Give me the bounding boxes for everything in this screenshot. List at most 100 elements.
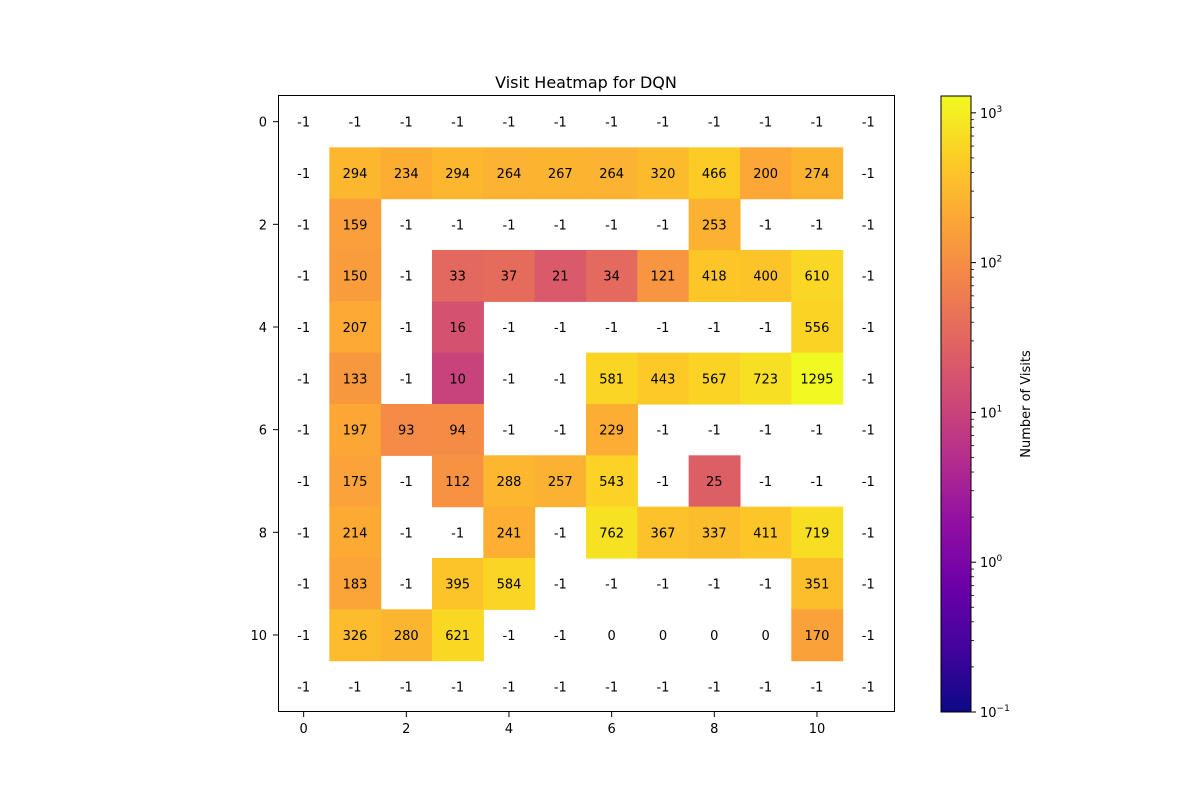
cell-value-label: 170 (805, 629, 830, 644)
cell-value-label: -1 (759, 321, 772, 336)
heatmap-cell (791, 249, 844, 302)
cell-value-label: 274 (805, 167, 830, 182)
heatmap-cell (483, 249, 536, 302)
cell-value-label: -1 (554, 372, 567, 387)
cell-value-label: -1 (759, 424, 772, 439)
cell-value-label: -1 (656, 116, 669, 131)
cell-value-label: -1 (862, 270, 875, 285)
cell-value-label: 121 (651, 270, 676, 285)
heatmap-cell (585, 506, 638, 559)
y-tick-label: 6 (259, 424, 267, 439)
cell-value-label: -1 (656, 680, 669, 695)
cell-value-label: 610 (805, 270, 830, 285)
cell-value-label: -1 (810, 218, 823, 233)
cell-value-label: -1 (297, 116, 310, 131)
heatmap-cell (791, 557, 844, 610)
cell-value-label: 395 (445, 578, 470, 593)
heatmap-cell (483, 147, 536, 200)
heatmap-cell (329, 198, 382, 251)
cell-value-label: 214 (343, 526, 368, 541)
cell-value-label: 294 (343, 167, 368, 182)
x-tick-label: 4 (505, 722, 513, 737)
chart-title: Visit Heatmap for DQN (495, 73, 677, 92)
heatmap-cell (329, 609, 382, 662)
cell-value-label: -1 (400, 372, 413, 387)
x-axis: 0 2 4 6 8 10 (300, 712, 825, 737)
cell-value-label: -1 (605, 116, 618, 131)
cell-value-label: 112 (445, 475, 470, 490)
cell-value-label: -1 (708, 321, 721, 336)
heatmap-cell (739, 249, 792, 302)
heatmap-cell (329, 403, 382, 456)
cell-value-label: 133 (343, 372, 368, 387)
cell-value-label: -1 (503, 372, 516, 387)
cell-value-label: -1 (297, 475, 310, 490)
cell-value-label: 25 (706, 475, 723, 490)
heatmap-cell (585, 352, 638, 405)
colorbar-tick-label: 10−1 (980, 704, 1010, 721)
heatmap-cell (329, 301, 382, 354)
cell-value-label: -1 (862, 629, 875, 644)
cell-value-label: 1295 (800, 372, 833, 387)
heatmap-cell (585, 147, 638, 200)
cell-value-label: 543 (599, 475, 624, 490)
heatmap-cell (329, 147, 382, 200)
cell-value-label: 288 (497, 475, 522, 490)
cell-value-label: 10 (449, 372, 466, 387)
cell-value-label: 200 (753, 167, 778, 182)
cell-value-label: -1 (862, 680, 875, 695)
cell-value-label: -1 (656, 578, 669, 593)
cell-value-label: 294 (445, 167, 470, 182)
x-tick-label: 8 (710, 722, 718, 737)
heatmap-cell (431, 403, 484, 456)
cell-value-label: 466 (702, 167, 727, 182)
heatmap-cell (431, 249, 484, 302)
heatmap-cell (483, 557, 536, 610)
cell-value-label: -1 (503, 629, 516, 644)
heatmap-cell (585, 403, 638, 456)
cell-value-label: -1 (810, 680, 823, 695)
cell-value-label: -1 (297, 372, 310, 387)
cell-value-label: -1 (503, 680, 516, 695)
cell-value-label: -1 (297, 424, 310, 439)
cell-value-label: 267 (548, 167, 573, 182)
cell-value-label: -1 (503, 321, 516, 336)
cell-value-label: -1 (554, 680, 567, 695)
heatmap-cell (534, 455, 587, 508)
cell-value-label: 337 (702, 526, 727, 541)
cell-value-label: 443 (651, 372, 676, 387)
cell-value-label: -1 (451, 218, 464, 233)
heatmap-cell (431, 609, 484, 662)
cell-value-label: -1 (503, 424, 516, 439)
cell-value-label: 175 (343, 475, 368, 490)
cell-value-label: -1 (708, 424, 721, 439)
colorbar-tick-label: 101 (980, 404, 1002, 421)
cell-value-label: -1 (400, 526, 413, 541)
cell-value-label: 351 (805, 578, 830, 593)
colorbar-tick-label: 102 (980, 255, 1002, 272)
cell-value-label: -1 (759, 680, 772, 695)
heatmap-cell (739, 147, 792, 200)
heatmap-cell (431, 352, 484, 405)
cell-value-label: 567 (702, 372, 727, 387)
cell-value-label: 37 (501, 270, 518, 285)
cell-value-label: -1 (297, 218, 310, 233)
cell-value-label: -1 (554, 578, 567, 593)
cell-value-label: 159 (343, 218, 368, 233)
cell-value-label: -1 (759, 218, 772, 233)
cell-value-label: 241 (497, 526, 522, 541)
y-tick-label: 0 (259, 116, 267, 131)
cell-value-label: -1 (605, 321, 618, 336)
cell-value-label: 719 (805, 526, 830, 541)
cell-value-label: -1 (451, 116, 464, 131)
heatmap-cell (637, 147, 690, 200)
cell-value-label: -1 (862, 475, 875, 490)
cell-value-label: 723 (753, 372, 778, 387)
heatmap-cell (791, 352, 844, 405)
x-tick-label: 2 (402, 722, 410, 737)
heatmap-cell (329, 249, 382, 302)
cell-value-label: -1 (759, 578, 772, 593)
cell-value-label: 183 (343, 578, 368, 593)
heatmap-cell (534, 147, 587, 200)
cell-value-label: -1 (554, 116, 567, 131)
